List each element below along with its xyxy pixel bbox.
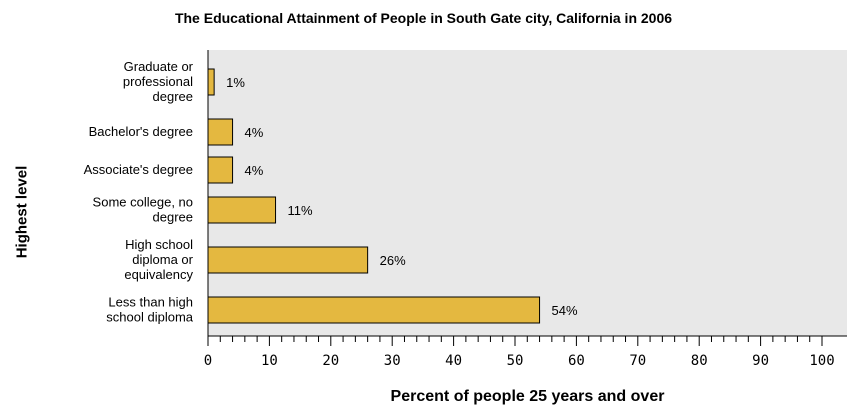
x-tick-label: 100: [809, 353, 834, 369]
plot-area: [208, 50, 847, 336]
category-label: High school diploma or equivalency: [124, 237, 193, 282]
x-tick-label: 50: [507, 353, 524, 369]
data-label: 11%: [288, 203, 313, 218]
category-label: Associate's degree: [84, 162, 193, 177]
data-label: 54%: [552, 303, 578, 318]
data-label: 26%: [380, 253, 406, 268]
x-tick-label: 40: [445, 353, 462, 369]
x-tick-label: 10: [261, 353, 278, 369]
x-tick-label: 30: [384, 353, 401, 369]
category-label: Bachelor's degree: [89, 124, 193, 139]
bar: [208, 247, 368, 273]
bar: [208, 69, 214, 95]
x-tick-label: 0: [204, 353, 212, 369]
data-label: 1%: [226, 75, 245, 90]
x-tick-label: 90: [752, 353, 769, 369]
bar: [208, 197, 276, 223]
x-tick-label: 60: [568, 353, 585, 369]
x-tick-label: 20: [322, 353, 339, 369]
data-label: 4%: [245, 163, 264, 178]
bar: [208, 157, 233, 183]
x-tick-label: 80: [691, 353, 708, 369]
bar: [208, 119, 233, 145]
x-tick-label: 70: [629, 353, 646, 369]
category-label: Graduate or professional degree: [123, 59, 194, 104]
bar: [208, 297, 540, 323]
data-label: 4%: [245, 125, 264, 140]
category-label: Less than high school diploma: [106, 295, 193, 325]
category-label: Some college, no degree: [93, 195, 193, 225]
